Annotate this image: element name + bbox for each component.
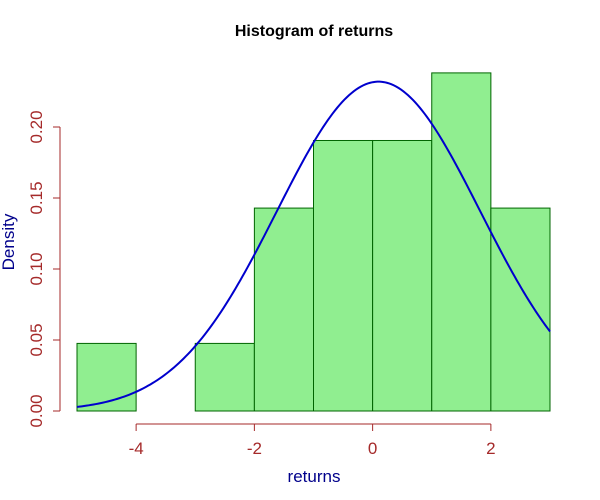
density-curve [76,80,551,408]
bars-group [76,72,551,412]
y-tick-label: 0.15 [27,181,46,214]
x-axis-title: returns [288,467,341,486]
y-tick-label: 0.05 [27,323,46,356]
histogram-bar-4 [313,139,374,412]
histogram-bar-0 [76,342,137,412]
y-axis-title: Density [0,213,18,270]
x-tick-label: 2 [486,439,495,458]
histogram-bar-3 [253,207,314,412]
chart-title: Histogram of returns [235,23,393,40]
x-tick-label: 0 [368,439,377,458]
histogram-bar-5 [372,139,433,412]
y-tick-label: 0.10 [27,252,46,285]
histogram-bar-6 [431,72,492,412]
histogram-bar-7 [490,207,551,412]
y-tick-label: 0.20 [27,110,46,143]
x-tick-label: -2 [247,439,262,458]
y-tick-label: 0.00 [27,394,46,427]
x-axis: -4 -2 0 2 [129,423,496,458]
histogram-bar-2 [194,342,255,412]
x-tick-label: -4 [129,439,144,458]
y-axis: 0.00 0.05 0.10 0.15 0.20 [27,110,61,428]
